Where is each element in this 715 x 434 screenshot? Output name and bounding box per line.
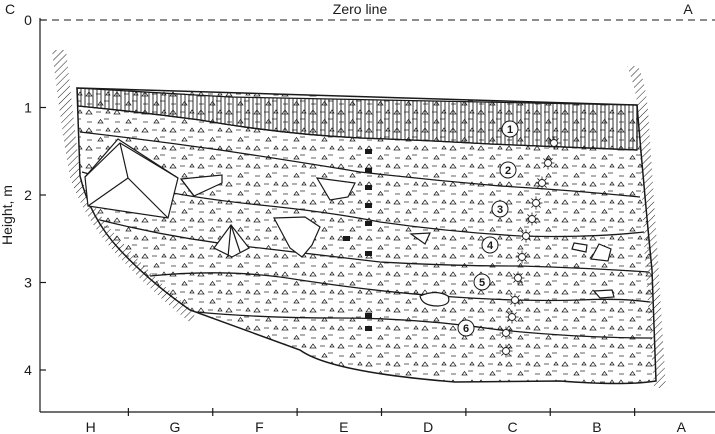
y-tick-label: 1 bbox=[24, 100, 32, 116]
layer-label-1: 1 bbox=[501, 120, 519, 138]
x-section-label: F bbox=[255, 419, 264, 434]
y-tick-label: 2 bbox=[24, 187, 32, 203]
svg-text:3: 3 bbox=[497, 204, 503, 216]
stone-d bbox=[409, 232, 431, 245]
y-axis-title: Height, m bbox=[0, 185, 15, 245]
sample-marker-icon bbox=[535, 176, 549, 190]
svg-text:6: 6 bbox=[463, 323, 469, 335]
sample-marker-icon bbox=[541, 156, 555, 170]
layer-labels: 1 2 3 4 5 6 bbox=[457, 120, 519, 337]
stone-b-2 bbox=[590, 243, 612, 262]
x-section-label: A bbox=[677, 419, 687, 434]
zero-line: Zero line C A bbox=[5, 1, 715, 21]
stone-e-mid bbox=[273, 216, 321, 258]
layer-label-3: 3 bbox=[491, 200, 509, 218]
layer-label-2: 2 bbox=[499, 161, 517, 179]
stone-b-3 bbox=[592, 289, 615, 299]
sample-marker-icon bbox=[529, 196, 543, 210]
pit-wall-left bbox=[52, 50, 195, 324]
x-section-label: B bbox=[592, 419, 601, 434]
y-tick-label: 3 bbox=[24, 275, 32, 291]
y-tick-label: 0 bbox=[24, 12, 32, 28]
sample-marker-icon bbox=[511, 271, 525, 285]
x-section-label: C bbox=[507, 419, 517, 434]
zero-line-left-label: C bbox=[5, 1, 15, 17]
sample-marker-icon bbox=[499, 326, 513, 340]
stone-e-upper bbox=[315, 177, 356, 201]
pointed-stone bbox=[213, 224, 250, 258]
stone-c-oval bbox=[419, 291, 450, 307]
zero-line-right-label: A bbox=[683, 1, 693, 17]
sample-marker-icon bbox=[508, 293, 522, 307]
sample-marker-icon bbox=[525, 212, 539, 226]
sample-marker-icon bbox=[505, 310, 519, 324]
zero-line-label: Zero line bbox=[333, 1, 388, 17]
large-boulder bbox=[84, 138, 179, 219]
x-section-label: E bbox=[339, 419, 348, 434]
sample-markers bbox=[499, 136, 561, 358]
svg-text:4: 4 bbox=[487, 240, 494, 252]
layer-boundaries bbox=[77, 105, 653, 339]
stone-b-1 bbox=[571, 242, 588, 253]
stones bbox=[84, 138, 615, 307]
x-section-label: G bbox=[170, 419, 181, 434]
x-section-label: H bbox=[86, 419, 96, 434]
sample-marker-icon bbox=[499, 344, 513, 358]
sample-marker-icon bbox=[515, 250, 529, 264]
sample-marker-icon bbox=[519, 229, 533, 243]
x-section-label: D bbox=[423, 419, 433, 434]
svg-text:1: 1 bbox=[507, 124, 513, 136]
sampling-column bbox=[343, 149, 372, 331]
sample-marker-icon bbox=[547, 136, 561, 150]
svg-text:2: 2 bbox=[505, 165, 511, 177]
svg-text:5: 5 bbox=[479, 277, 485, 289]
y-axis: 0 1 2 3 4 Height, m bbox=[0, 12, 46, 412]
layer-label-4: 4 bbox=[481, 236, 499, 254]
slab-stone bbox=[179, 174, 223, 197]
layer-label-5: 5 bbox=[473, 273, 491, 291]
y-tick-label: 4 bbox=[24, 362, 32, 378]
pit-fill bbox=[76, 87, 657, 385]
layer-label-6: 6 bbox=[457, 319, 475, 337]
